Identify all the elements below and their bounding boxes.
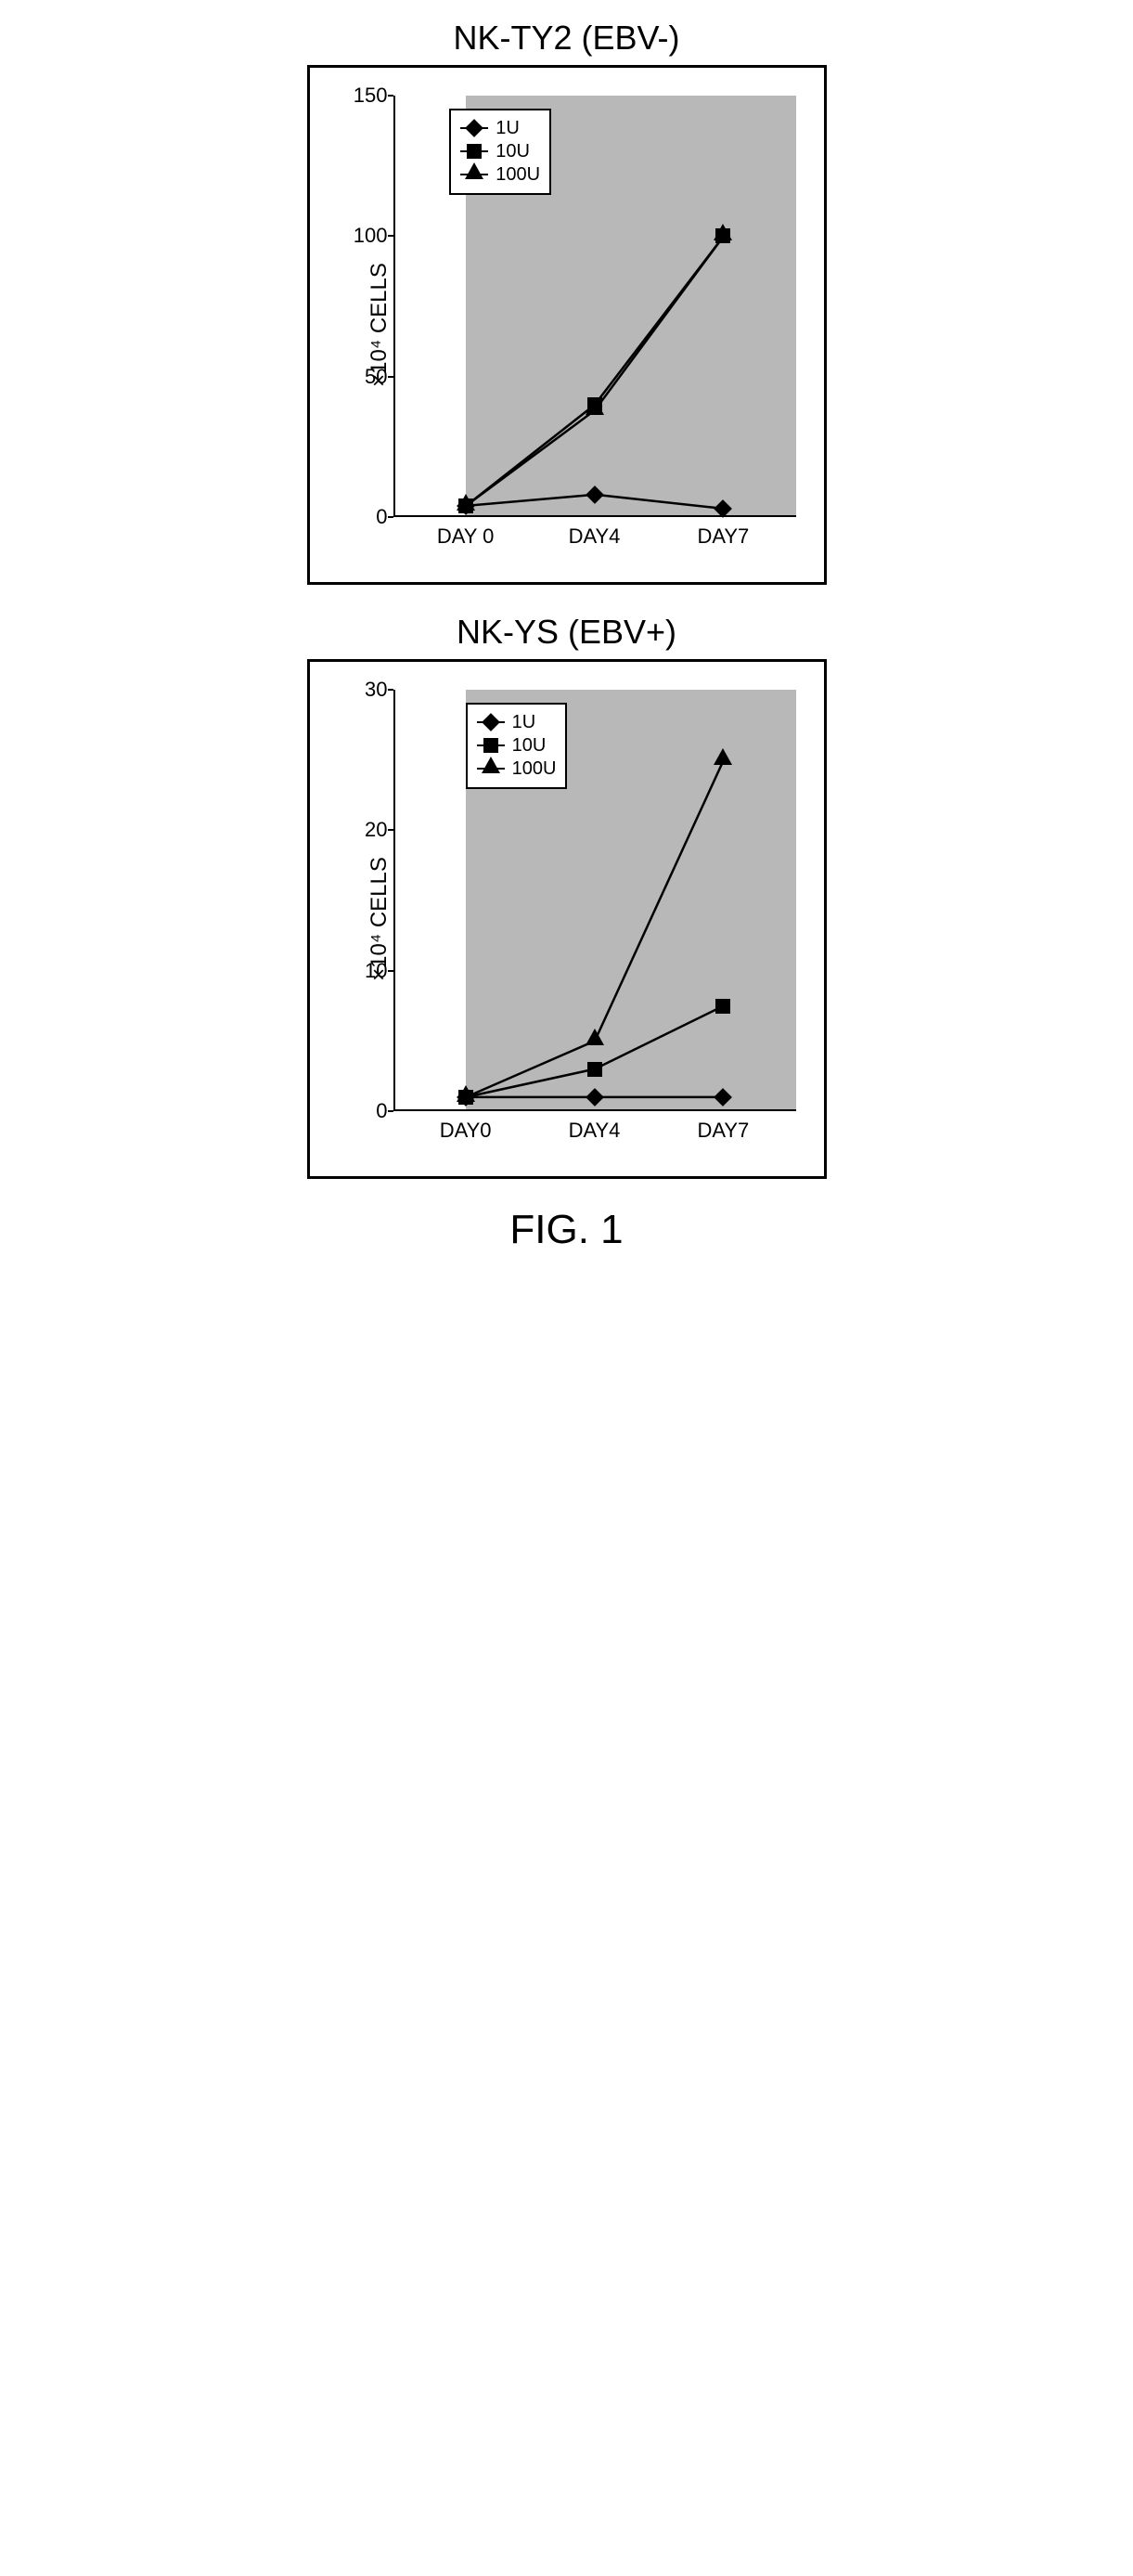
y-tick-label: 100 [354,224,388,248]
legend-label: 100U [512,758,557,780]
x-tick-label: DAY4 [569,524,621,549]
triangle-marker-icon [714,224,732,240]
diamond-marker-icon [465,119,483,137]
chart-frame: ×10⁴ CELLS0102030DAY0DAY4DAY71U10U100U [307,659,827,1179]
y-tick-label: 30 [365,678,387,702]
y-tick-label: 50 [365,365,387,389]
x-tick-label: DAY 0 [437,524,495,549]
x-tick-label: DAY7 [697,1119,749,1143]
legend-label: 1U [512,712,536,733]
legend-label: 1U [496,118,520,139]
square-marker-icon [715,999,730,1014]
x-tick-label: DAY7 [697,524,749,549]
legend-label: 10U [512,735,547,757]
legend-line-icon [460,127,488,129]
y-tick-label: 20 [365,818,387,842]
legend: 1U10U100U [466,703,568,789]
legend-line-icon [460,174,488,175]
triangle-marker-icon [482,757,500,773]
legend-item: 10U [460,141,540,162]
legend-line-icon [477,721,505,723]
y-tick-label: 150 [354,84,388,108]
plot-area: 050100150DAY 0DAY4DAY71U10U100U [393,96,796,517]
triangle-marker-icon [586,1029,604,1045]
legend-item: 1U [460,118,540,139]
diamond-marker-icon [482,713,500,731]
x-tick-label: DAY4 [569,1119,621,1143]
chart-panel: NK-TY2 (EBV-)×10⁴ CELLS050100150DAY 0DAY… [307,19,827,585]
legend-line-icon [477,768,505,770]
square-marker-icon [483,738,498,753]
legend-line-icon [477,744,505,746]
chart-panel: NK-YS (EBV+)×10⁴ CELLS0102030DAY0DAY4DAY… [307,613,827,1179]
legend: 1U10U100U [449,109,551,195]
triangle-marker-icon [457,1085,475,1102]
square-marker-icon [467,144,482,159]
legend-label: 10U [496,141,530,162]
triangle-marker-icon [465,162,483,179]
y-tick-label: 0 [376,505,387,529]
chart-frame: ×10⁴ CELLS050100150DAY 0DAY4DAY71U10U100… [307,65,827,585]
figure-label: FIG. 1 [307,1207,827,1253]
legend-item: 100U [460,164,540,186]
legend-item: 10U [477,735,557,757]
legend-label: 100U [496,164,540,186]
chart-title: NK-YS (EBV+) [307,613,827,652]
legend-line-icon [460,150,488,152]
x-tick-label: DAY0 [440,1119,492,1143]
legend-item: 100U [477,758,557,780]
triangle-marker-icon [714,748,732,765]
legend-item: 1U [477,712,557,733]
series-lines [393,690,796,1111]
chart-title: NK-TY2 (EBV-) [307,19,827,58]
triangle-marker-icon [457,494,475,511]
triangle-marker-icon [586,398,604,415]
square-marker-icon [587,1062,602,1077]
plot-area: 0102030DAY0DAY4DAY71U10U100U [393,690,796,1111]
y-tick-label: 0 [376,1099,387,1123]
y-tick-label: 10 [365,959,387,983]
